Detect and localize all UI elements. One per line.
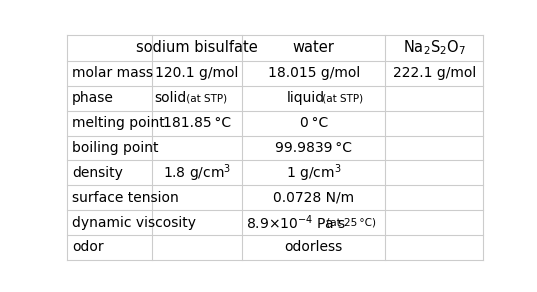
Text: 1.8 g/cm$^3$: 1.8 g/cm$^3$ — [163, 162, 231, 184]
Text: 18.015 g/mol: 18.015 g/mol — [267, 66, 360, 80]
Text: odor: odor — [72, 240, 104, 254]
Text: 222.1 g/mol: 222.1 g/mol — [393, 66, 476, 80]
Text: phase: phase — [72, 91, 114, 105]
Text: molar mass: molar mass — [72, 66, 153, 80]
Text: 181.85 °C: 181.85 °C — [163, 116, 231, 130]
Text: dynamic viscosity: dynamic viscosity — [72, 215, 196, 230]
Text: boiling point: boiling point — [72, 141, 158, 155]
Text: 0.0728 N/m: 0.0728 N/m — [273, 191, 354, 205]
Text: liquid: liquid — [287, 91, 325, 105]
Text: 8.9$\times$10$^{-4}$ Pa s: 8.9$\times$10$^{-4}$ Pa s — [246, 213, 346, 232]
Text: (at STP): (at STP) — [183, 93, 227, 103]
Text: surface tension: surface tension — [72, 191, 179, 205]
Text: (at 25 °C): (at 25 °C) — [323, 218, 376, 227]
Text: melting point: melting point — [72, 116, 165, 130]
Text: 120.1 g/mol: 120.1 g/mol — [156, 66, 239, 80]
Text: water: water — [293, 41, 335, 55]
Text: 0 °C: 0 °C — [300, 116, 328, 130]
Text: odorless: odorless — [285, 240, 343, 254]
Text: sodium bisulfate: sodium bisulfate — [136, 41, 258, 55]
Text: Na$_2$S$_2$O$_7$: Na$_2$S$_2$O$_7$ — [403, 39, 466, 57]
Text: solid: solid — [155, 91, 187, 105]
Text: (at STP): (at STP) — [319, 93, 363, 103]
Text: 1 g/cm$^3$: 1 g/cm$^3$ — [286, 162, 342, 184]
Text: 99.9839 °C: 99.9839 °C — [275, 141, 352, 155]
Text: density: density — [72, 166, 123, 180]
